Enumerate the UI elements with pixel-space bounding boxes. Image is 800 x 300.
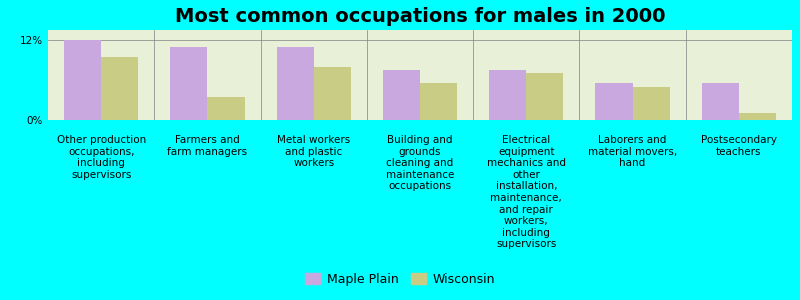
Bar [420, 83, 458, 120]
Bar [489, 70, 526, 120]
Text: Metal workers
and plastic
workers: Metal workers and plastic workers [277, 135, 350, 168]
Bar [633, 87, 670, 120]
Bar [64, 40, 101, 120]
Title: Most common occupations for males in 2000: Most common occupations for males in 200… [174, 7, 666, 26]
Text: Electrical
equipment
mechanics and
other
installation,
maintenance,
and repair
w: Electrical equipment mechanics and other… [486, 135, 566, 249]
Bar [277, 47, 314, 120]
Text: Farmers and
farm managers: Farmers and farm managers [167, 135, 247, 157]
Bar [526, 73, 563, 120]
Bar [207, 97, 245, 120]
Bar [595, 83, 633, 120]
Bar [702, 83, 739, 120]
Bar [170, 47, 207, 120]
Text: Other production
occupations,
including
supervisors: Other production occupations, including … [57, 135, 146, 180]
Bar [101, 57, 138, 120]
Bar [739, 113, 776, 120]
Legend: Maple Plain, Wisconsin: Maple Plain, Wisconsin [300, 268, 500, 291]
Text: Laborers and
material movers,
hand: Laborers and material movers, hand [588, 135, 677, 168]
Bar [314, 67, 351, 120]
Text: Postsecondary
teachers: Postsecondary teachers [701, 135, 777, 157]
Bar [383, 70, 420, 120]
Text: Building and
grounds
cleaning and
maintenance
occupations: Building and grounds cleaning and mainte… [386, 135, 454, 191]
